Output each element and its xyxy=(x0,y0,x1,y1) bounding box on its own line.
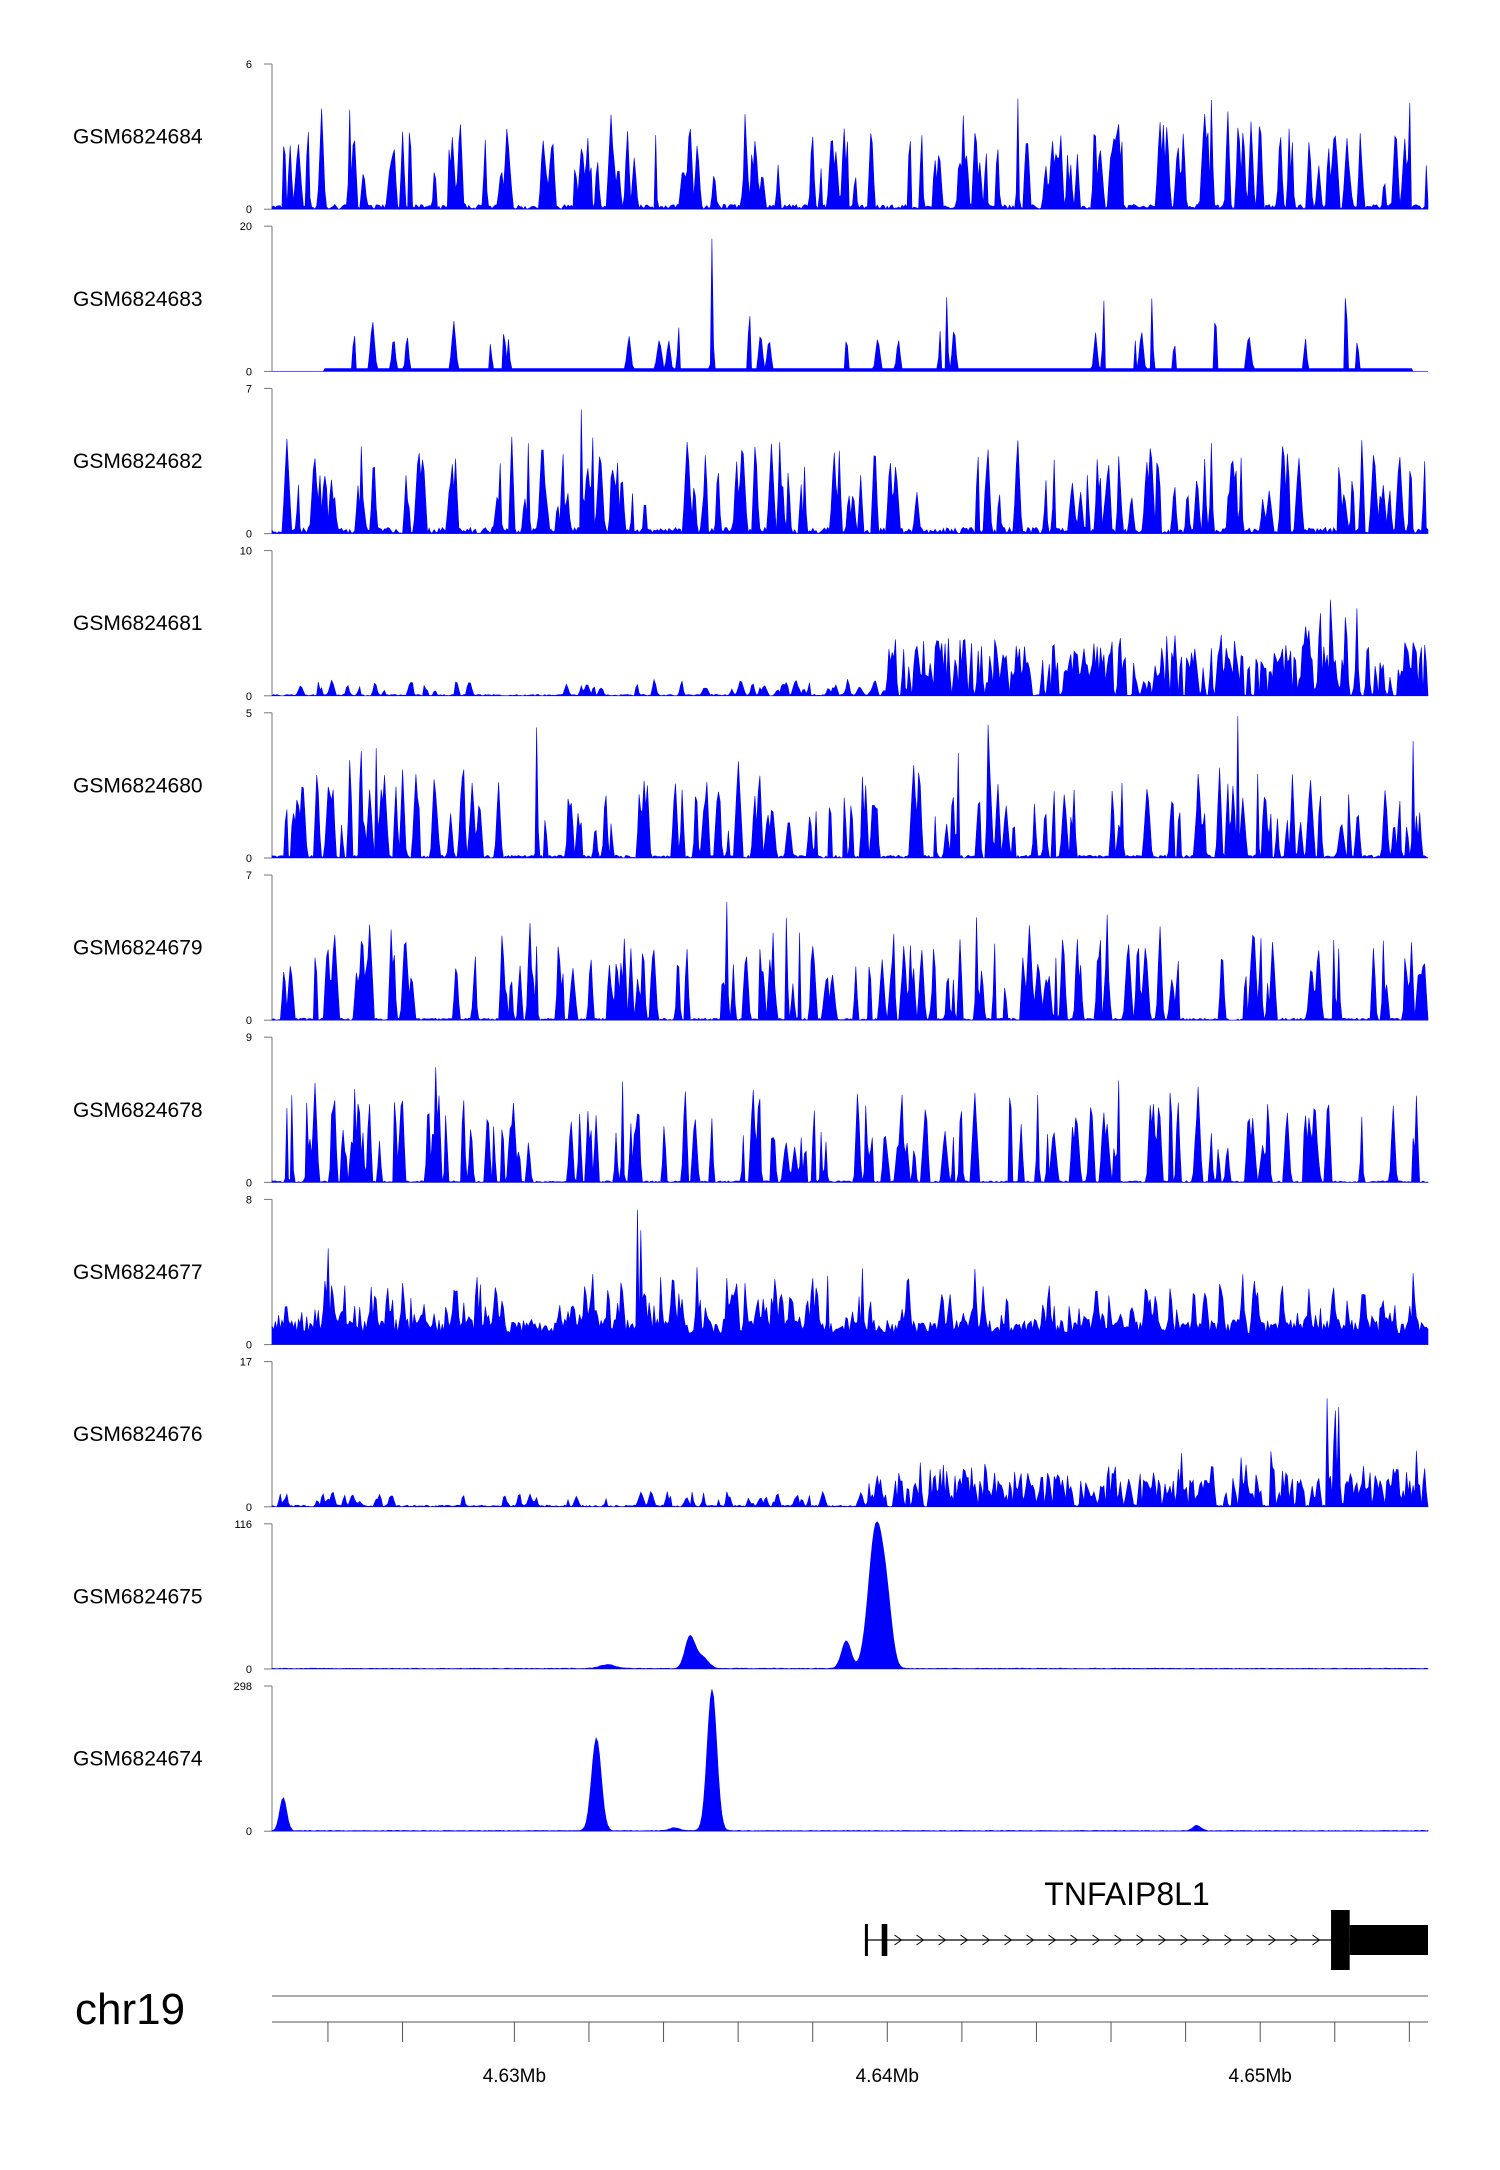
coverage-area xyxy=(271,901,1429,1022)
y-max-tick-label: 116 xyxy=(234,1519,252,1531)
track-label: GSM6824677 xyxy=(73,1261,203,1284)
coverage-area xyxy=(271,409,1429,535)
chromosome-label: chr19 xyxy=(75,1985,185,2034)
gene-label: TNFAIP8L1 xyxy=(1044,1876,1209,1912)
gene-annotation-track: TNFAIP8L1 xyxy=(864,1876,1428,1970)
strand-arrow xyxy=(894,1934,903,1946)
coverage-area xyxy=(271,1209,1429,1345)
y-min-tick-label: 0 xyxy=(246,1664,252,1676)
track-label: GSM6824674 xyxy=(73,1748,203,1771)
coverage-area xyxy=(271,599,1429,697)
gene-model xyxy=(864,1910,1428,1970)
track-GSM6824674: GSM6824674 298 0 xyxy=(73,1681,1429,1838)
coverage-area xyxy=(271,1398,1429,1508)
y-min-tick-label: 0 xyxy=(246,1340,252,1352)
track-GSM6824684: GSM6824684 6 0 xyxy=(73,59,1429,216)
track-GSM6824679: GSM6824679 7 0 xyxy=(73,870,1429,1027)
y-max-tick-label: 9 xyxy=(246,1032,252,1044)
strand-arrow xyxy=(982,1934,991,1946)
strand-arrow xyxy=(1202,1934,1211,1946)
y-min-tick-label: 0 xyxy=(246,1502,252,1514)
y-min-tick-label: 0 xyxy=(246,691,252,703)
y-min-tick-label: 0 xyxy=(246,204,252,216)
strand-arrow xyxy=(1290,1934,1299,1946)
strand-arrow xyxy=(1224,1934,1233,1946)
track-GSM6824677: GSM6824677 8 0 xyxy=(73,1194,1429,1352)
y-max-tick-label: 7 xyxy=(246,870,252,882)
y-max-tick-label: 7 xyxy=(246,383,252,395)
y-min-tick-label: 0 xyxy=(246,1015,252,1027)
track-GSM6824682: GSM6824682 7 0 xyxy=(73,383,1429,541)
strand-arrow xyxy=(1158,1934,1167,1946)
coverage-tracks: GSM682468460GSM6824683200GSM682468270GSM… xyxy=(73,59,1429,1838)
y-min-tick-label: 0 xyxy=(246,529,252,541)
y-min-tick-label: 0 xyxy=(246,853,252,865)
track-GSM6824675: GSM6824675 116 0 xyxy=(73,1519,1429,1676)
coverage-area xyxy=(271,98,1429,211)
y-max-tick-label: 298 xyxy=(234,1681,252,1693)
track-GSM6824683: GSM6824683 20 0 xyxy=(73,221,1428,378)
strand-arrow xyxy=(1070,1934,1079,1946)
strand-arrow xyxy=(1180,1934,1189,1946)
strand-arrow xyxy=(1092,1934,1101,1946)
strand-arrow xyxy=(1048,1934,1057,1946)
track-label: GSM6824675 xyxy=(73,1585,203,1608)
exon xyxy=(864,1924,868,1956)
y-min-tick-label: 0 xyxy=(246,366,252,378)
track-label: GSM6824682 xyxy=(73,450,203,473)
track-label: GSM6824680 xyxy=(73,774,203,797)
genomic-axis: chr19 4.63Mb 4.64Mb 4.65Mb xyxy=(75,1985,1428,2087)
strand-arrow xyxy=(1004,1934,1013,1946)
y-min-tick-label: 0 xyxy=(246,1177,252,1189)
track-GSM6824678: GSM6824678 9 0 xyxy=(73,1032,1429,1189)
coverage-area xyxy=(271,1067,1429,1183)
y-max-tick-label: 17 xyxy=(240,1357,252,1369)
track-label: GSM6824684 xyxy=(73,126,203,149)
track-label: GSM6824679 xyxy=(73,937,203,960)
strand-arrow xyxy=(1136,1934,1145,1946)
strand-arrow xyxy=(938,1934,947,1946)
exon xyxy=(881,1924,888,1956)
strand-arrow xyxy=(916,1934,925,1946)
coverage-area xyxy=(272,238,1428,372)
strand-arrow xyxy=(1114,1934,1123,1946)
coverage-area xyxy=(271,1689,1429,1832)
track-label: GSM6824683 xyxy=(73,288,203,311)
y-max-tick-label: 5 xyxy=(246,708,252,720)
track-GSM6824676: GSM6824676 17 0 xyxy=(73,1357,1429,1514)
strand-arrow xyxy=(960,1934,969,1946)
axis-tick-label: 4.65Mb xyxy=(1229,2066,1292,2087)
track-label: GSM6824678 xyxy=(73,1099,203,1122)
coverage-area xyxy=(271,1521,1429,1670)
exon xyxy=(1331,1910,1350,1970)
track-label: GSM6824676 xyxy=(73,1423,203,1446)
y-max-tick-label: 10 xyxy=(240,546,252,558)
exon xyxy=(1349,1925,1428,1955)
y-min-tick-label: 0 xyxy=(246,1826,252,1838)
strand-arrow xyxy=(1026,1934,1035,1946)
y-max-tick-label: 20 xyxy=(240,221,252,233)
track-GSM6824681: GSM6824681 10 0 xyxy=(73,546,1429,703)
axis-tick-label: 4.63Mb xyxy=(483,2066,546,2087)
track-label: GSM6824681 xyxy=(73,612,203,635)
coverage-area xyxy=(271,716,1429,859)
strand-arrow xyxy=(1312,1934,1321,1946)
axis-tick-label: 4.64Mb xyxy=(856,2066,919,2087)
strand-arrow xyxy=(1246,1934,1255,1946)
y-max-tick-label: 8 xyxy=(246,1194,252,1206)
axis-ticks: 4.63Mb 4.64Mb 4.65Mb xyxy=(327,2022,1410,2087)
y-max-tick-label: 6 xyxy=(246,59,252,71)
track-GSM6824680: GSM6824680 5 0 xyxy=(73,708,1429,865)
strand-arrow xyxy=(1268,1934,1277,1946)
